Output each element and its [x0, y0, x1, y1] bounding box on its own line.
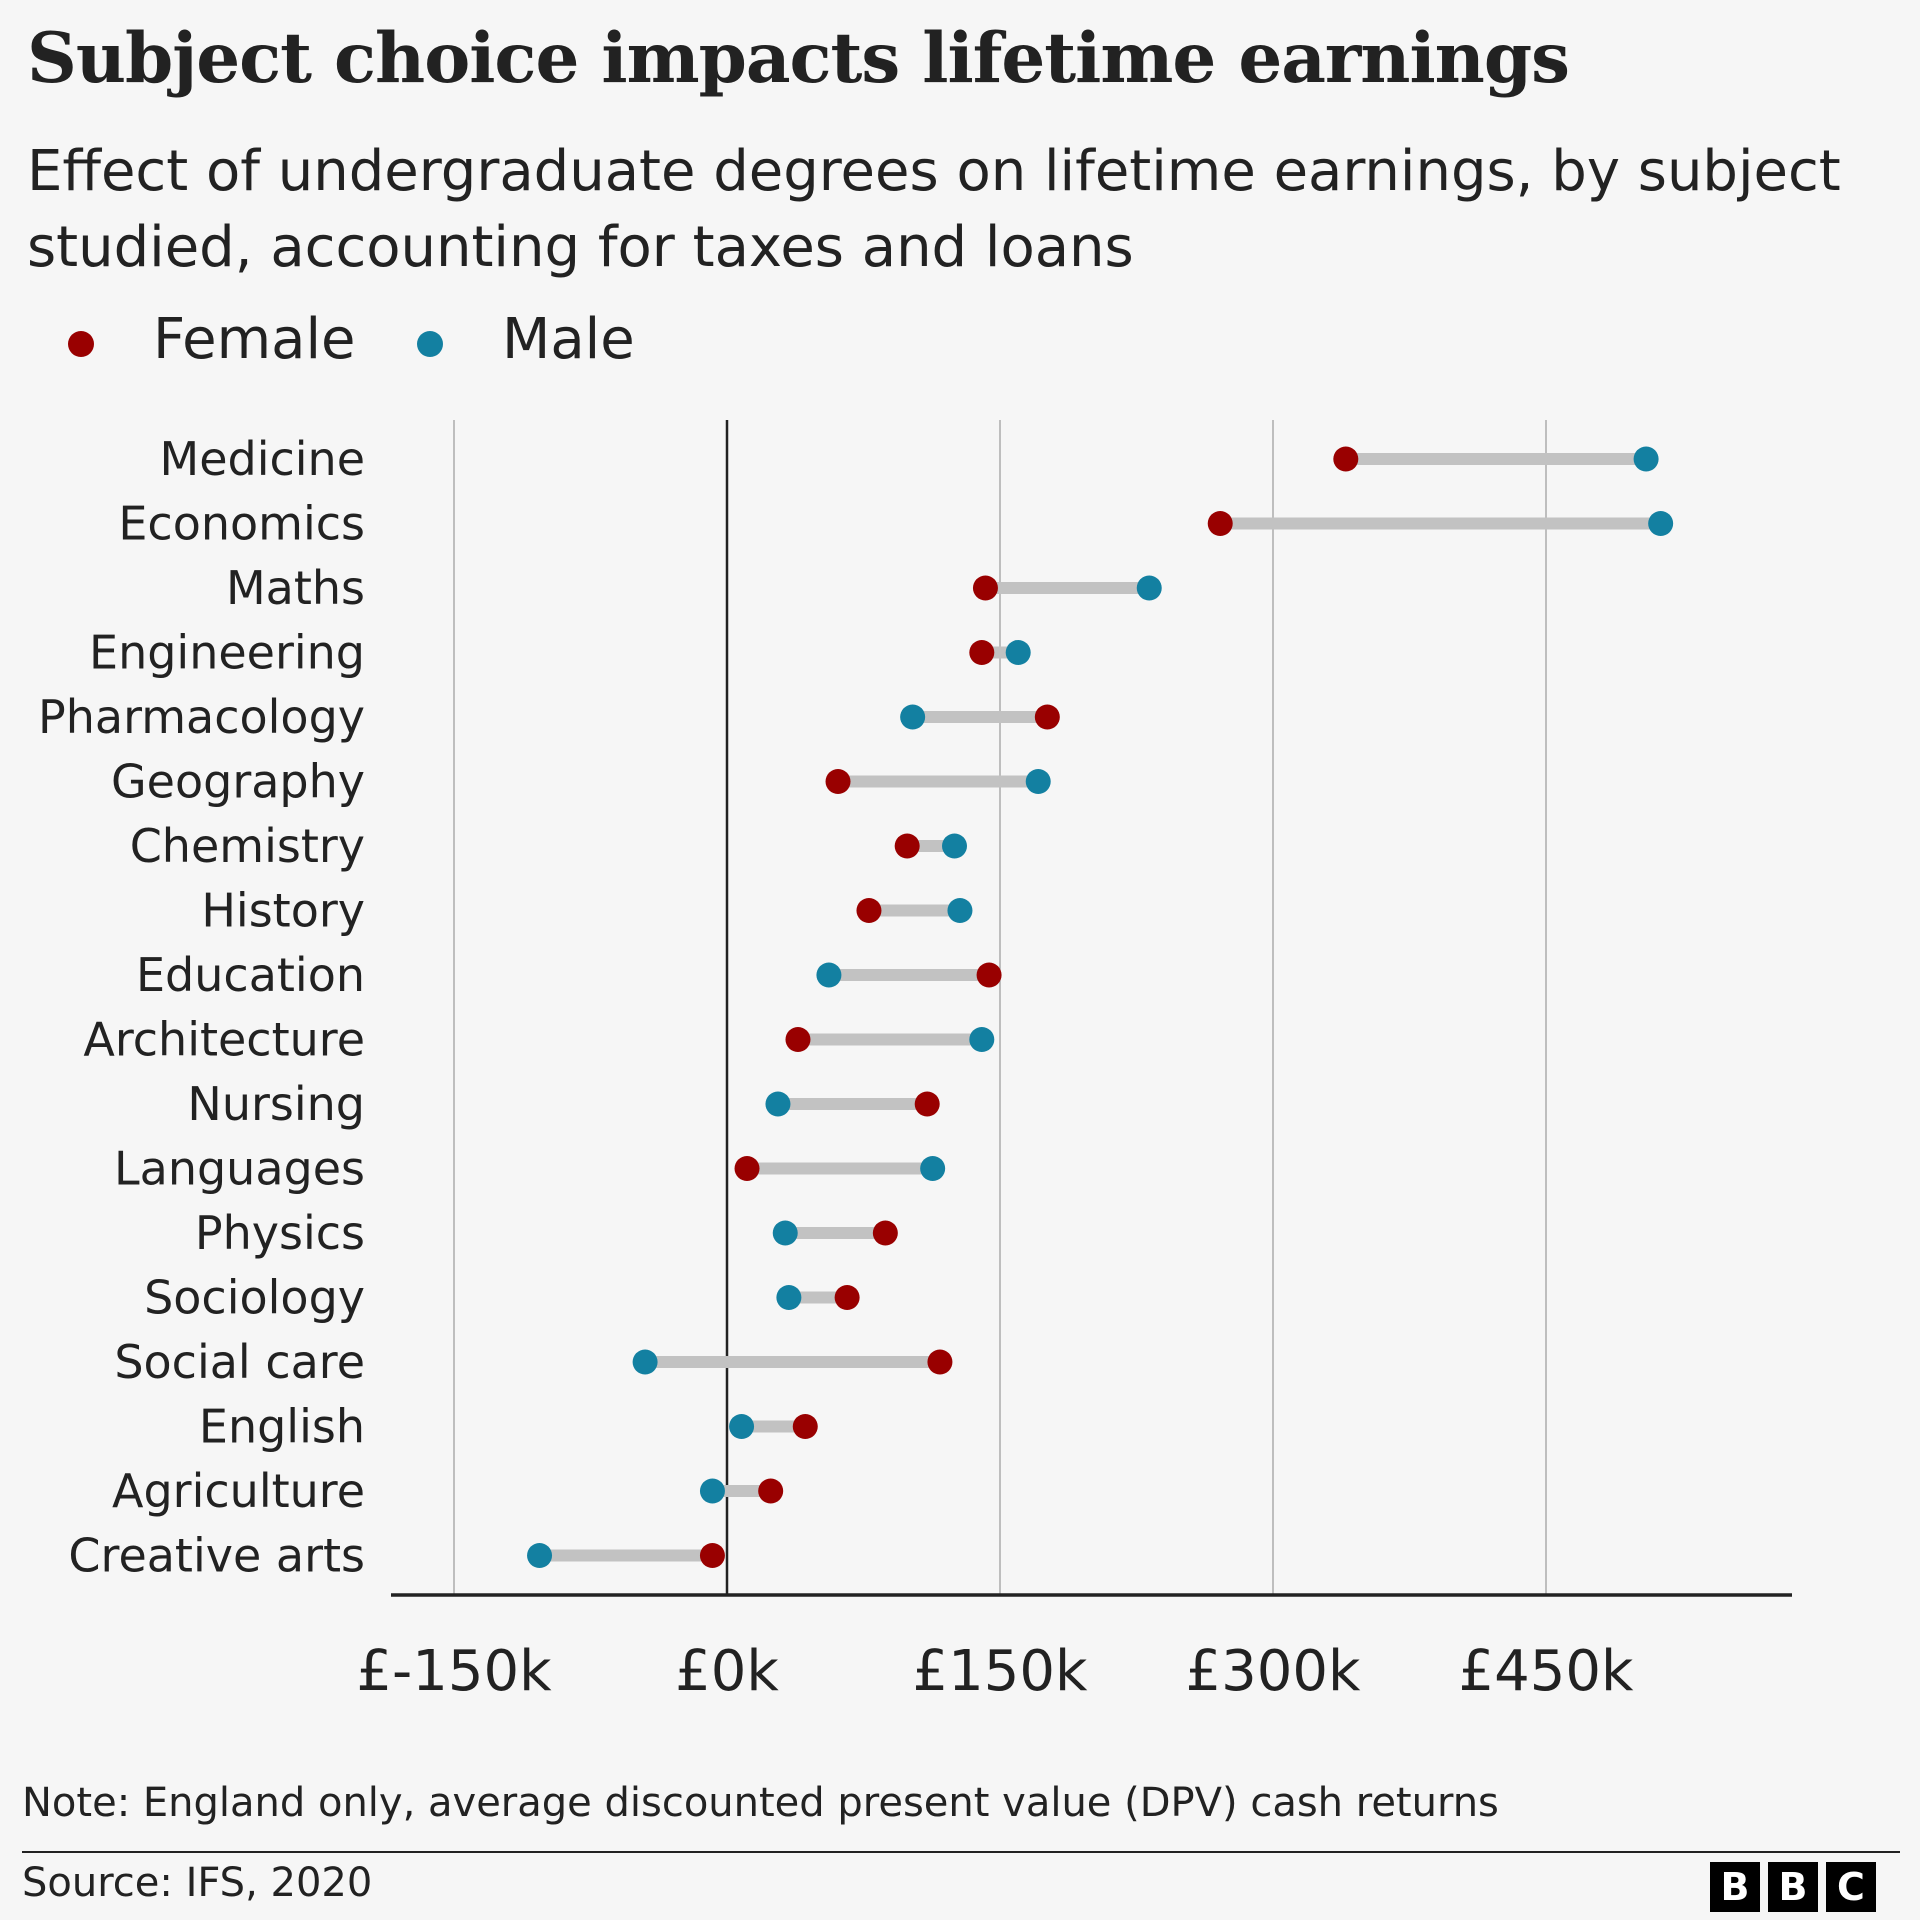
female-point [894, 833, 920, 859]
category-label: Agriculture [112, 1464, 365, 1518]
male-point [1648, 511, 1674, 536]
category-label: Geography [111, 755, 365, 809]
female-point [927, 1349, 953, 1375]
category-label: Chemistry [130, 819, 365, 873]
category-label: Maths [226, 561, 365, 615]
female-point [734, 1156, 760, 1181]
chart-subtitle: Effect of undergraduate degrees on lifet… [27, 139, 1841, 280]
category-label: Languages [114, 1142, 365, 1196]
male-point [942, 833, 967, 859]
female-point [872, 1220, 898, 1246]
male-point [632, 1349, 658, 1375]
male-point [1633, 446, 1659, 472]
category-label: Creative arts [68, 1529, 365, 1583]
chart-source: Source: IFS, 2020 [22, 1860, 373, 1906]
category-label: Architecture [83, 1013, 365, 1067]
chart-title: Subject choice impacts lifetime earnings [27, 18, 1570, 99]
male-point [1136, 575, 1162, 601]
bbc-logo-letter: C [1826, 1862, 1876, 1912]
female-point [1333, 446, 1359, 472]
female-point [1034, 704, 1060, 730]
female-point [969, 640, 995, 665]
category-label: History [201, 884, 365, 938]
category-label: Sociology [144, 1271, 365, 1325]
category-label: English [199, 1400, 365, 1454]
female-point [1207, 511, 1233, 536]
dumbbell-chart: £-150k £0k £150k £300k £450k Medicine Economic… [38, 420, 1792, 1700]
category-label: Economics [118, 497, 365, 551]
male-point [1025, 769, 1051, 794]
bbc-logo-letter: B [1710, 1862, 1760, 1912]
female-point [914, 1091, 940, 1117]
male-point [920, 1156, 946, 1181]
female-point [785, 1027, 811, 1052]
male-point [699, 1478, 725, 1504]
category-label: Engineering [89, 626, 365, 680]
male-point [776, 1285, 802, 1310]
male-point [772, 1220, 798, 1246]
x-tick-label: £-150k [356, 1639, 552, 1700]
female-point [976, 962, 1002, 988]
female-point [825, 769, 851, 794]
chart-note: Note: England only, average discounted p… [22, 1780, 1499, 1826]
male-point [1005, 640, 1031, 665]
female-point [792, 1414, 818, 1439]
male-point [900, 704, 926, 730]
female-point [856, 898, 882, 923]
bbc-logo: B B C [1710, 1862, 1876, 1912]
male-point [729, 1414, 755, 1439]
bbc-logo-letter: B [1768, 1862, 1818, 1912]
male-point [527, 1543, 553, 1568]
x-tick-label: £450k [1459, 1639, 1635, 1700]
x-tick-label: £0k [675, 1639, 779, 1700]
female-point [972, 575, 998, 601]
category-label: Nursing [187, 1077, 365, 1131]
male-point [947, 898, 973, 923]
x-tick-label: £300k [1186, 1639, 1362, 1700]
male-point [816, 962, 842, 988]
category-label: Social care [114, 1335, 365, 1389]
category-label: Education [136, 948, 365, 1002]
category-label: Pharmacology [38, 690, 365, 744]
category-label: Medicine [160, 432, 366, 486]
footer-divider [22, 1851, 1900, 1853]
category-label: Physics [195, 1206, 365, 1260]
male-point [969, 1027, 995, 1052]
x-tick-label: £150k [913, 1639, 1089, 1700]
female-point [758, 1478, 784, 1504]
female-point [699, 1543, 725, 1568]
male-point [765, 1091, 791, 1117]
female-point [834, 1285, 860, 1310]
